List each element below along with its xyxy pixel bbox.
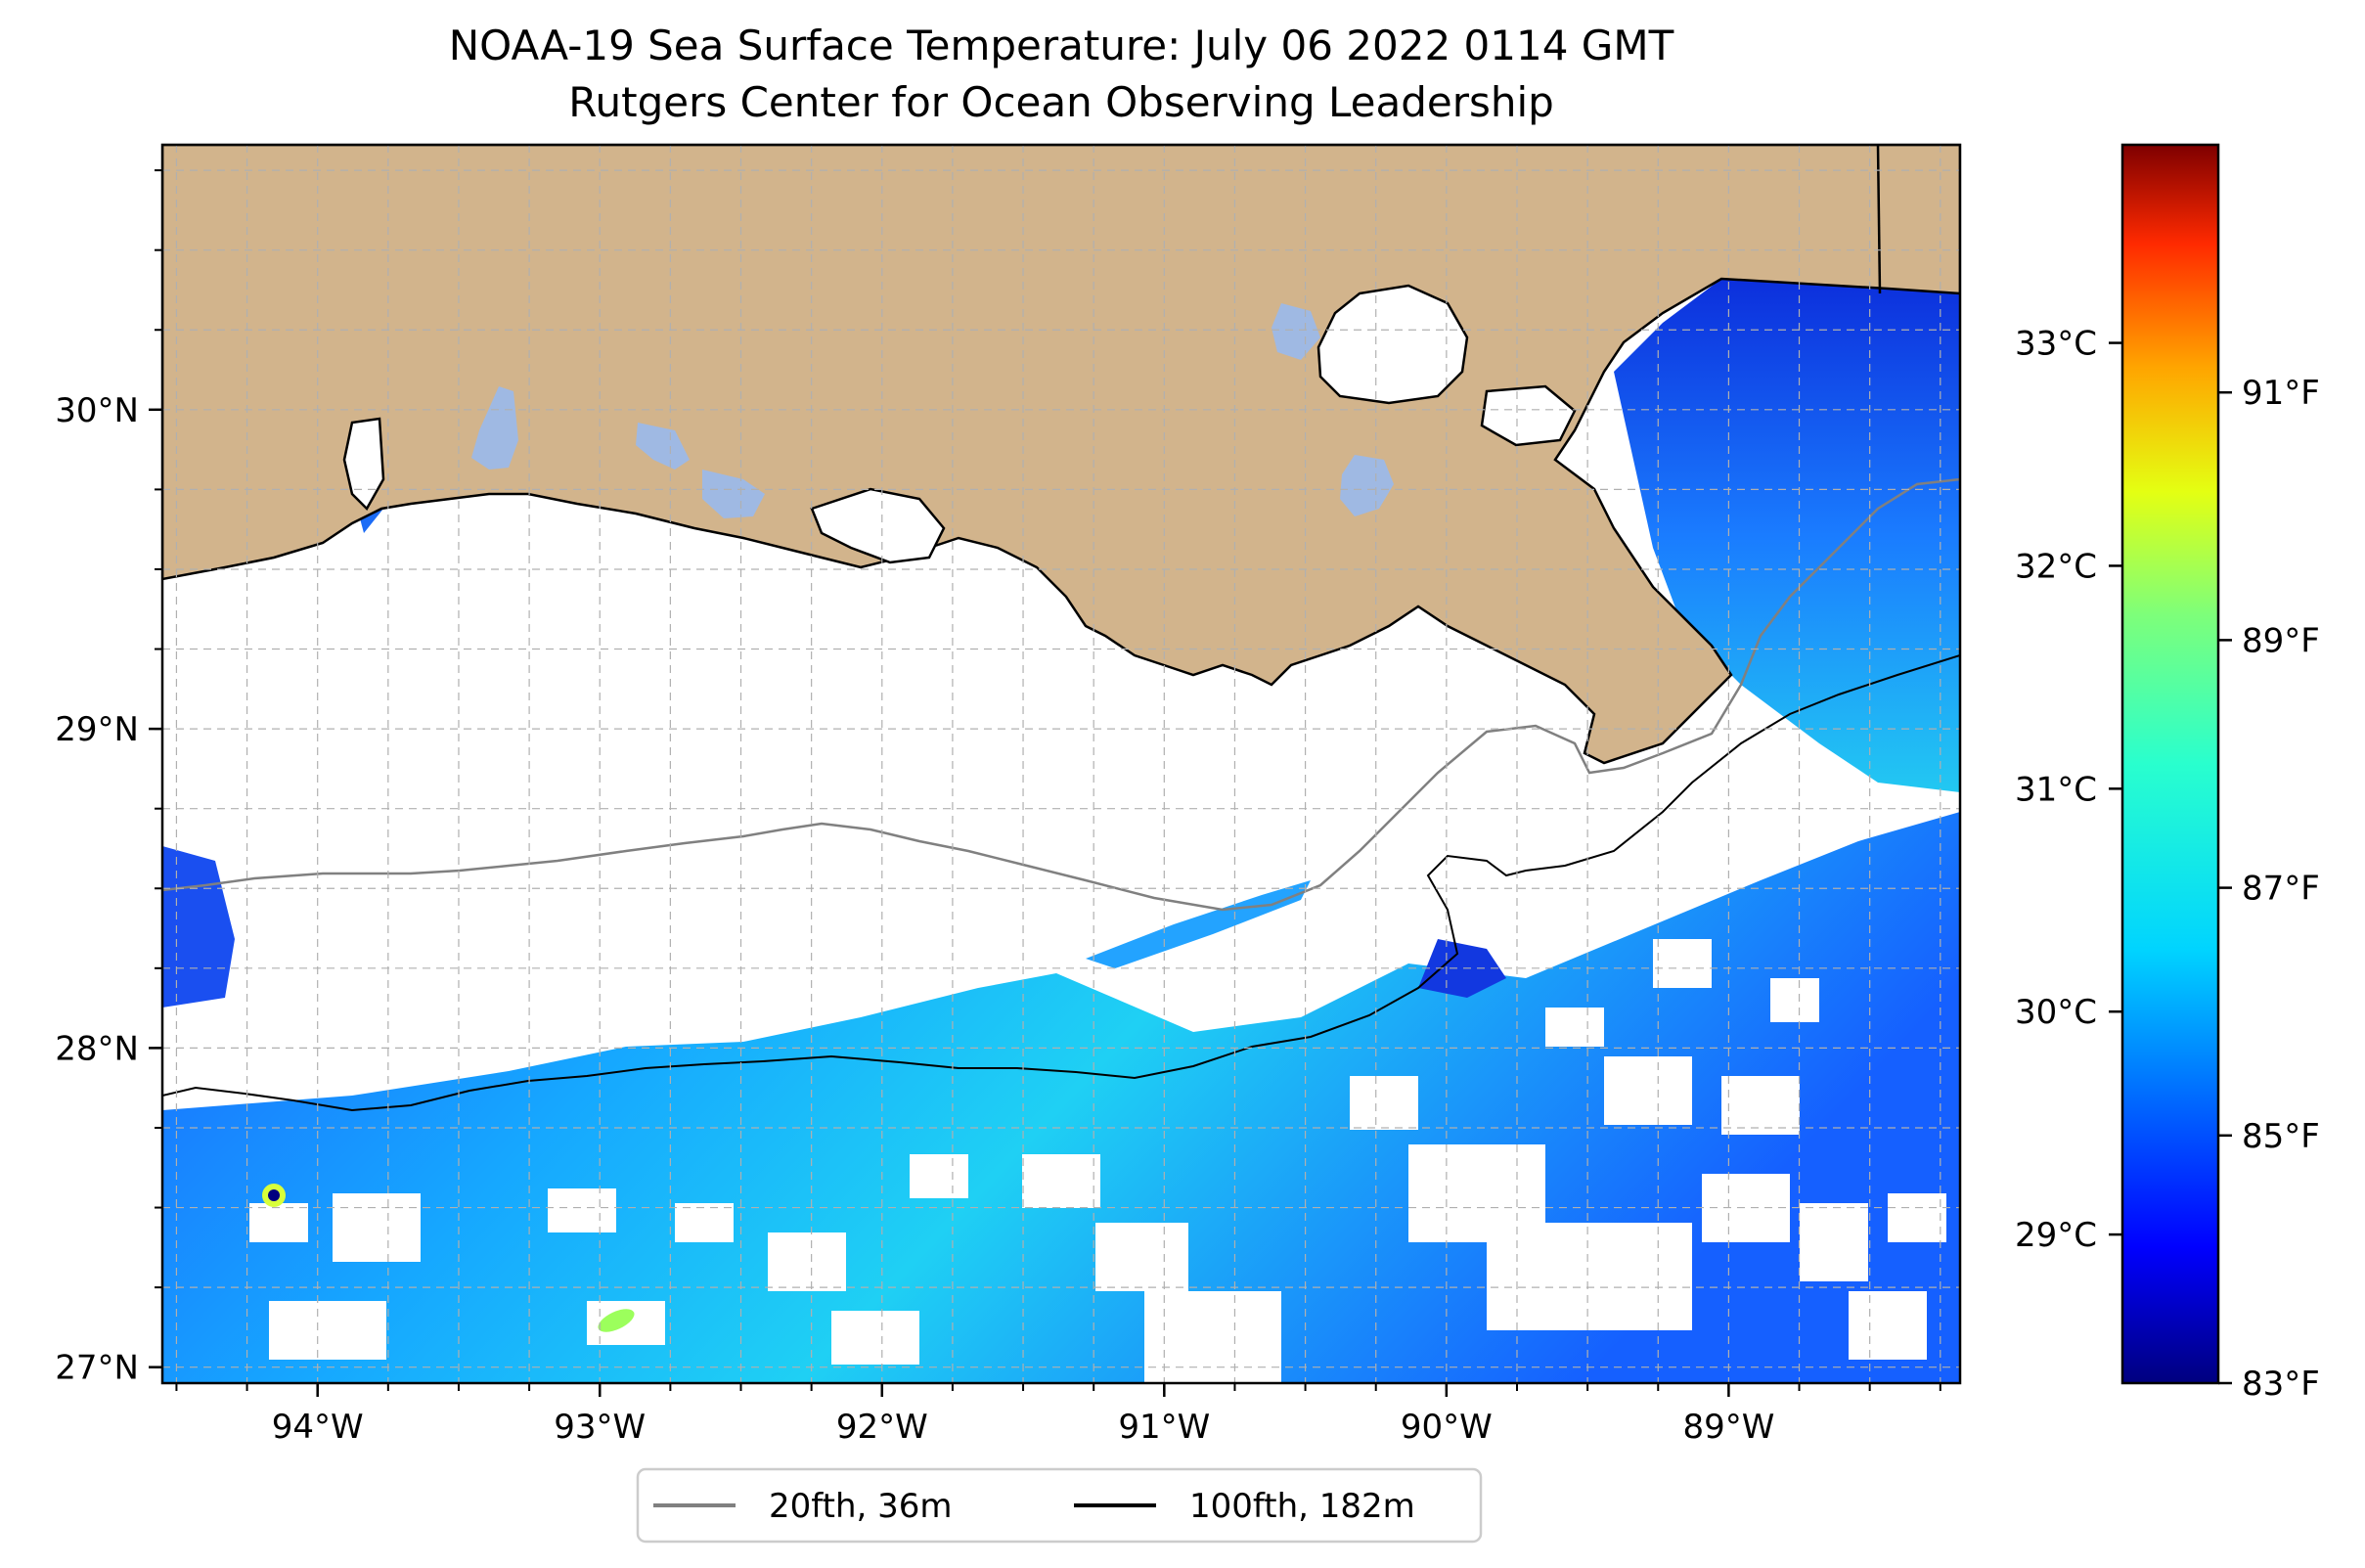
lake-pontchartrain: [1316, 284, 1469, 405]
sst-streak-shelf: [1086, 880, 1311, 968]
lat-tick-label: 29°N: [55, 710, 139, 749]
colorbar-f-tick-label: 89°F: [2242, 621, 2320, 660]
longitude-axis: 94°W 93°W 92°W 91°W 90°W 89°W: [272, 1383, 1774, 1447]
sst-region-east: [1614, 279, 1960, 792]
sst-region-west-edge: [162, 846, 235, 1008]
legend: 20fth, 36m 100fth, 182m: [636, 1467, 1483, 1544]
colorbar-c-tick-label: 29°C: [2015, 1216, 2097, 1255]
colorbar-c-tick-label: 33°C: [2015, 325, 2097, 364]
vermilion-bay: [810, 487, 946, 564]
inland-lakes: [471, 303, 1394, 518]
lon-tick-label: 91°W: [1118, 1408, 1210, 1447]
map-frame: [160, 143, 1962, 1385]
lon-tick-label: 93°W: [554, 1408, 646, 1447]
lat-tick-label: 28°N: [55, 1029, 139, 1068]
colorbar-c-tick-label: 30°C: [2015, 993, 2097, 1032]
colorbar-c-tick-label: 31°C: [2015, 770, 2097, 809]
legend-box: [636, 1467, 1483, 1544]
isobath-100fth-line: [162, 654, 1960, 1112]
sst-data-layer: [162, 279, 1960, 1383]
title-line-1: NOAA-19 Sea Surface Temperature: July 06…: [448, 22, 1674, 69]
gridlines: [162, 145, 1960, 1383]
colorbar-f-tick-label: 87°F: [2242, 870, 2320, 909]
colorbar-c-tick-label: 32°C: [2015, 547, 2097, 586]
river-line: [1876, 145, 1882, 294]
map-title: NOAA-19 Sea Surface Temperature: July 06…: [0, 18, 2122, 131]
colorbar: 29°C 30°C 31°C 32°C 33°C 83°F 85°F 87°F 89°F 91°…: [2015, 143, 2320, 1404]
colorbar-f-tick-label: 85°F: [2242, 1117, 2320, 1156]
lake-borgne: [1480, 384, 1577, 447]
minor-ticks: [155, 169, 1941, 1391]
sabine-lake: [342, 417, 385, 512]
legend-label-100fth: 100fth, 182m: [1189, 1487, 1415, 1526]
isobath-20fth-line: [162, 477, 1960, 912]
sst-patch-mississippi: [1418, 939, 1506, 998]
lon-tick-label: 89°W: [1682, 1408, 1774, 1447]
colorbar-fahrenheit-axis: 83°F 85°F 87°F 89°F 91°F: [2218, 374, 2320, 1404]
lon-tick-label: 94°W: [272, 1408, 364, 1447]
colorbar-f-tick-label: 91°F: [2242, 374, 2320, 413]
title-line-2: Rutgers Center for Ocean Observing Leade…: [568, 78, 1554, 126]
lon-tick-label: 92°W: [836, 1408, 928, 1447]
map-area: [162, 145, 1960, 1383]
colorbar-celsius-axis: 29°C 30°C 31°C 32°C 33°C: [2015, 325, 2122, 1255]
legend-label-20fth: 20fth, 36m: [769, 1487, 953, 1526]
lat-tick-label: 27°N: [55, 1349, 139, 1388]
colorbar-gradient: [2120, 143, 2220, 1385]
lon-tick-label: 90°W: [1401, 1408, 1493, 1447]
colorbar-f-tick-label: 83°F: [2242, 1365, 2320, 1404]
latitude-axis: 27°N 28°N 29°N 30°N: [55, 391, 162, 1388]
lat-tick-label: 30°N: [55, 391, 139, 430]
